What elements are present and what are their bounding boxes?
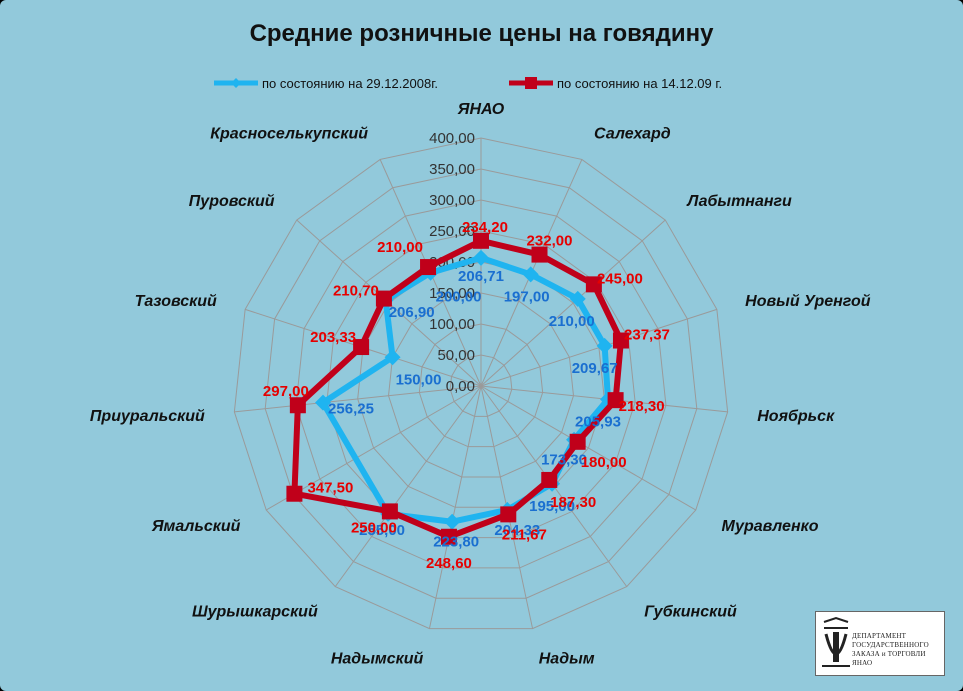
grid-ring — [295, 199, 667, 569]
category-label: Надым — [539, 651, 595, 668]
grid-spoke — [480, 219, 666, 387]
marker-2008 — [314, 394, 331, 411]
data-label-2008: 206,90 — [389, 304, 435, 321]
data-label-2008: 173,30 — [541, 452, 587, 469]
data-label-2009: 297,00 — [263, 383, 309, 400]
data-label-2009: 211,67 — [502, 526, 547, 543]
data-label-2008: 195,00 — [529, 498, 575, 515]
category-label: Тазовский — [135, 293, 217, 310]
data-label-2009: 347,50 — [307, 480, 353, 497]
grid-spoke — [234, 385, 482, 413]
data-label-2009: 218,30 — [619, 398, 665, 415]
emblem-icon — [822, 616, 850, 667]
marker-2008 — [596, 337, 613, 354]
data-label-2009: 210,00 — [377, 239, 423, 256]
marker-2009 — [585, 276, 602, 293]
marker-2009 — [420, 259, 437, 276]
data-label-2008: 150,00 — [396, 371, 442, 388]
data-label-2008: 205,93 — [575, 413, 621, 430]
data-label-2009: 180,00 — [581, 454, 627, 471]
tick-label: 100,00 — [429, 316, 475, 333]
tick-label: 300,00 — [429, 192, 475, 209]
data-label-2009: 187,30 — [550, 494, 596, 511]
data-label-2008: 210,00 — [549, 313, 595, 330]
data-label-2008: 209,67 — [572, 360, 618, 377]
logo-text: ДЕПАРТАМЕНТ ГОСУДАРСТВЕННОГО ЗАКАЗА и ТО… — [852, 632, 929, 667]
grid-spoke — [334, 385, 482, 587]
marker-2009 — [353, 339, 370, 356]
data-label-2009: 210,70 — [333, 283, 379, 300]
marker-2008 — [522, 266, 539, 283]
marker-2009 — [473, 232, 489, 249]
marker-2009 — [381, 503, 398, 520]
category-label: Ямальский — [151, 518, 241, 535]
category-label: Салехард — [594, 125, 671, 142]
department-logo: ДЕПАРТАМЕНТ ГОСУДАРСТВЕННОГО ЗАКАЗА и ТО… — [815, 611, 945, 676]
legend: по состоянию на 29.12.2008г. по состояни… — [0, 74, 963, 94]
grid-ring — [357, 261, 605, 508]
marker-2009 — [289, 397, 306, 414]
data-label-2008: 206,71 — [458, 268, 504, 285]
category-label: ЯНАО — [457, 101, 505, 118]
tick-label: 150,00 — [429, 285, 475, 302]
grid-spoke — [480, 385, 697, 511]
category-label: Губкинский — [644, 604, 737, 621]
legend-marker-2009 — [509, 77, 553, 89]
category-label: Муравленко — [722, 518, 819, 535]
marker-2008 — [569, 290, 586, 307]
marker-2009 — [375, 290, 392, 307]
marker-2008 — [384, 349, 401, 366]
tick-label: 250,00 — [429, 223, 475, 240]
grid-ring — [326, 230, 636, 539]
tick-label: 50,00 — [437, 347, 475, 364]
tick-label: 400,00 — [429, 130, 475, 147]
grid-ring — [418, 323, 544, 448]
grid-ring — [388, 292, 574, 478]
data-label-2009: 234,20 — [462, 219, 508, 236]
data-label-2009: 248,60 — [426, 555, 472, 572]
data-label-2008: 223,80 — [433, 534, 479, 551]
data-label-2009: 250,00 — [351, 519, 397, 536]
data-label-2008: 204,33 — [494, 522, 540, 539]
marker-2009 — [541, 471, 558, 488]
grid-ring — [264, 168, 698, 599]
marker-2009 — [440, 528, 457, 545]
category-label: Шурышкарский — [192, 604, 318, 621]
chart-title: Средние розничные цены на говядину — [249, 20, 714, 47]
category-label: Приуральский — [90, 408, 205, 425]
marker-2008 — [473, 249, 489, 266]
category-label: Ноябрьск — [757, 408, 835, 425]
grid-ring — [233, 137, 729, 630]
category-label: Лабытнанги — [686, 193, 792, 210]
legend-label-2008: по состоянию на 29.12.2008г. — [262, 76, 438, 91]
category-label: Пуровский — [189, 193, 275, 210]
marker-2009 — [569, 433, 586, 450]
series-line-2009 — [291, 237, 624, 540]
marker-2009 — [286, 485, 303, 502]
marker-2009 — [612, 332, 629, 349]
grid-spoke — [428, 385, 482, 629]
tick-label: 350,00 — [429, 161, 475, 178]
legend-marker-2008 — [214, 78, 258, 88]
category-label: Надымский — [331, 651, 424, 668]
grid-ring — [449, 354, 513, 417]
marker-2009 — [500, 506, 517, 523]
data-label-2009: 203,33 — [310, 329, 356, 346]
marker-2008 — [444, 513, 461, 530]
data-label-2009: 232,00 — [527, 233, 573, 250]
data-label-2009: 245,00 — [597, 270, 643, 287]
legend-label-2009: по состоянию на 14.12.09 г. — [557, 76, 723, 91]
data-label-2008: 200,00 — [436, 289, 482, 306]
category-label: Красноселькупский — [210, 125, 368, 142]
data-label-2008: 197,00 — [504, 288, 550, 305]
marker-2009 — [531, 246, 548, 263]
tick-label: 0,00 — [446, 378, 475, 395]
data-label-2008: 255,00 — [359, 522, 405, 539]
marker-2009 — [607, 392, 624, 409]
data-label-2009: 237,37 — [624, 327, 670, 344]
category-label: Новый Уренгой — [745, 293, 871, 310]
data-label-2008: 256,25 — [328, 401, 374, 418]
